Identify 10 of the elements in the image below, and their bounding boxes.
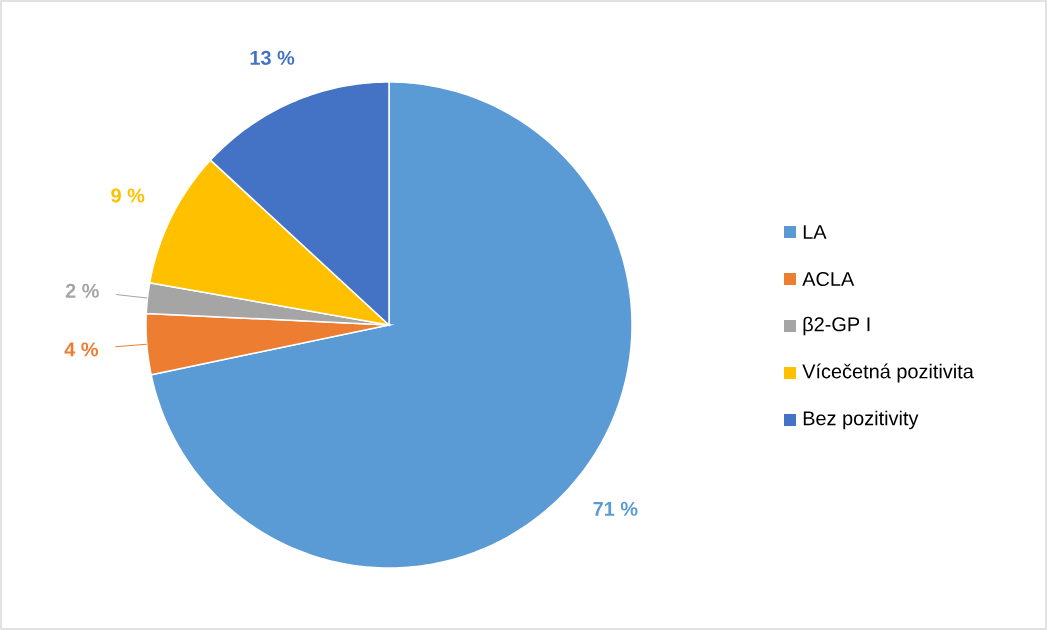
data-label: 71 %	[593, 501, 638, 516]
data-label: 13 %	[250, 50, 295, 65]
legend-label: β2-GP I	[803, 316, 870, 336]
legend-label: ACLA	[802, 271, 855, 287]
legend-label: Vícečetná pozitivita	[802, 363, 974, 383]
legend-label: LA	[803, 225, 827, 239]
data-label: 4 %	[64, 342, 98, 357]
data-label: 9 %	[111, 188, 145, 203]
data-label: 2 %	[65, 283, 99, 298]
legend-label: Bez pozitivity	[803, 410, 919, 430]
